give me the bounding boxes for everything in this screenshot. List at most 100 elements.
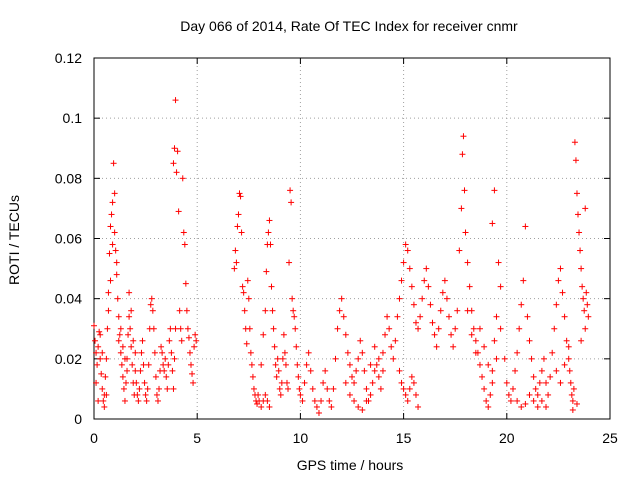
data-point	[518, 403, 525, 410]
data-point	[361, 367, 368, 374]
data-point	[247, 349, 254, 356]
data-point	[303, 361, 310, 368]
data-point	[153, 391, 160, 398]
y-tick-label: 0.12	[55, 50, 82, 66]
data-point	[456, 247, 463, 254]
data-point	[178, 337, 185, 344]
data-point	[181, 241, 188, 248]
data-point	[394, 313, 401, 320]
x-tick-label: 15	[396, 430, 412, 446]
data-point	[481, 343, 488, 350]
data-point	[102, 373, 109, 380]
data-point	[177, 325, 184, 332]
data-point	[489, 367, 496, 374]
data-point	[93, 349, 100, 356]
data-point	[536, 379, 543, 386]
data-point	[431, 331, 438, 338]
data-point	[168, 349, 175, 356]
data-point	[125, 331, 132, 338]
data-point	[117, 325, 124, 332]
data-point	[363, 397, 370, 404]
data-point	[479, 373, 486, 380]
data-point	[543, 403, 550, 410]
y-axis-label: ROTI / TECUs	[6, 195, 22, 285]
data-point	[355, 403, 362, 410]
data-point	[190, 379, 197, 386]
data-point	[239, 283, 246, 290]
data-point	[567, 379, 574, 386]
data-point	[369, 379, 376, 386]
data-point	[495, 259, 502, 266]
data-point	[100, 397, 107, 404]
data-point	[402, 391, 409, 398]
data-point	[266, 403, 273, 410]
data-point	[286, 259, 293, 266]
data-point	[530, 373, 537, 380]
data-point	[111, 229, 118, 236]
data-point	[244, 277, 251, 284]
data-point	[108, 211, 115, 218]
data-point	[119, 343, 126, 350]
data-point	[435, 325, 442, 332]
data-point	[162, 355, 169, 362]
data-point	[470, 325, 477, 332]
data-point	[334, 325, 341, 332]
data-point	[367, 361, 374, 368]
data-point	[235, 211, 242, 218]
data-point	[160, 361, 167, 368]
data-point	[476, 325, 483, 332]
data-point	[318, 397, 325, 404]
data-point	[448, 331, 455, 338]
data-point	[269, 307, 276, 314]
data-point	[133, 379, 140, 386]
data-point	[408, 373, 415, 380]
data-point	[272, 361, 279, 368]
y-tick-label: 0.04	[55, 291, 82, 307]
data-point	[129, 361, 136, 368]
data-point	[307, 367, 314, 374]
data-point	[572, 157, 579, 164]
data-point	[584, 301, 591, 308]
data-point	[568, 391, 575, 398]
data-point	[143, 397, 150, 404]
data-point	[281, 349, 288, 356]
data-point	[532, 385, 539, 392]
data-point	[171, 145, 178, 152]
data-point	[466, 283, 473, 290]
data-point	[295, 373, 302, 380]
data-point	[443, 295, 450, 302]
data-point	[296, 385, 303, 392]
data-point	[553, 367, 560, 374]
data-point	[232, 247, 239, 254]
data-point	[299, 397, 306, 404]
data-point	[291, 313, 298, 320]
data-point	[388, 343, 395, 350]
data-point	[487, 391, 494, 398]
data-point	[324, 385, 331, 392]
data-point	[406, 265, 413, 272]
data-point	[164, 385, 171, 392]
data-point	[262, 391, 269, 398]
x-tick-label: 25	[602, 430, 618, 446]
data-point	[115, 313, 122, 320]
data-point	[497, 283, 504, 290]
data-point	[522, 400, 529, 407]
data-point	[408, 283, 415, 290]
data-point	[526, 391, 533, 398]
data-point	[301, 379, 308, 386]
data-point	[110, 160, 117, 167]
data-point	[342, 331, 349, 338]
data-point	[170, 160, 177, 167]
data-point	[412, 391, 419, 398]
data-point	[557, 265, 564, 272]
data-point	[530, 397, 537, 404]
x-tick-label: 5	[193, 430, 201, 446]
data-point	[149, 307, 156, 314]
data-point	[191, 343, 198, 350]
data-point	[290, 307, 297, 314]
data-point	[375, 373, 382, 380]
data-point	[578, 265, 585, 272]
data-point	[491, 337, 498, 344]
data-point	[116, 331, 123, 338]
data-point	[472, 337, 479, 344]
